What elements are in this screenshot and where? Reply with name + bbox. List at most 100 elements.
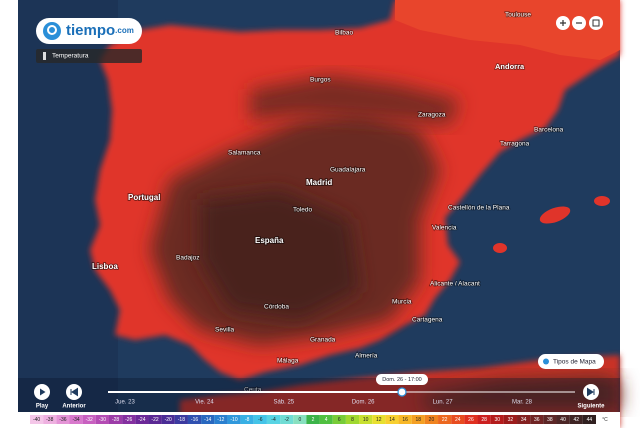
place-label: Salamanca bbox=[228, 150, 261, 157]
map-types-label: Tipos de Mapa bbox=[553, 359, 596, 366]
scale-swatch bbox=[280, 415, 294, 424]
current-time: Dom. 26 - 17:00 bbox=[382, 377, 421, 383]
scale-tick-label: 36 bbox=[534, 417, 540, 423]
day-label: Mar. 28 bbox=[512, 400, 533, 406]
scale-tick-label: 40 bbox=[560, 417, 566, 423]
scale-swatch bbox=[372, 415, 386, 424]
place-label: Alicante / Alacant bbox=[430, 281, 480, 288]
scale-tick-label: -24 bbox=[138, 417, 145, 423]
scale-swatch bbox=[477, 415, 491, 424]
zoom-in-icon bbox=[560, 20, 566, 26]
place-label: Andorra bbox=[495, 62, 525, 71]
timeline-days: Jue. 23 Vie. 24 Sáb. 25 Dom. 26 Lun. 27 Mar. … bbox=[115, 400, 533, 406]
scale-tick-label: -6 bbox=[258, 417, 263, 423]
previous-icon bbox=[70, 387, 78, 397]
scale-swatch bbox=[240, 415, 254, 424]
place-label: Toledo bbox=[293, 207, 313, 214]
place-label: Lisboa bbox=[92, 262, 118, 271]
scale-swatch bbox=[293, 415, 307, 424]
place-label: Badajoz bbox=[176, 255, 200, 262]
scale-swatch bbox=[582, 415, 596, 424]
logo-icon bbox=[43, 22, 61, 40]
logo-suffix: .com bbox=[115, 26, 134, 35]
scale-tick-label: -12 bbox=[217, 417, 224, 423]
scale-tick-label: 16 bbox=[402, 417, 408, 423]
scale-swatch bbox=[214, 415, 228, 424]
scale-swatch bbox=[385, 415, 399, 424]
scale-swatch bbox=[411, 415, 425, 424]
scale-swatch bbox=[556, 415, 570, 424]
place-label: Córdoba bbox=[264, 304, 289, 311]
next-label: Siguiente bbox=[577, 404, 605, 410]
logo-text: tiempo.com bbox=[66, 22, 134, 39]
logo[interactable]: tiempo.com bbox=[36, 18, 142, 44]
scale-swatch bbox=[398, 415, 412, 424]
france-land bbox=[395, 0, 620, 60]
scale-tick-label: -34 bbox=[72, 417, 79, 423]
scale-tick-label: -14 bbox=[204, 417, 211, 423]
scale-tick-label: 10 bbox=[363, 417, 369, 423]
fullscreen-button[interactable] bbox=[589, 16, 603, 30]
color-scale: -40 -38 -36 -34 -32 -30 -28 -26 -24 -22 -20 -18 -16-… bbox=[30, 415, 608, 424]
thermometer-icon bbox=[43, 52, 46, 60]
scale-tick-label: 38 bbox=[547, 417, 553, 423]
scale-swatch bbox=[424, 415, 439, 424]
place-label: Valencia bbox=[432, 225, 457, 232]
scale-swatch bbox=[161, 415, 175, 424]
country-label: España bbox=[255, 236, 284, 245]
scale-tick-label: -4 bbox=[271, 417, 276, 423]
scale-tick-label: -16 bbox=[191, 417, 198, 423]
fullscreen-icon bbox=[592, 19, 600, 27]
scale-swatch bbox=[464, 415, 478, 424]
hot-interior bbox=[250, 75, 460, 125]
place-label: Guadalajara bbox=[330, 167, 366, 174]
timeline-panel bbox=[18, 378, 620, 412]
scale-swatch bbox=[122, 415, 136, 424]
timeline-handle[interactable] bbox=[397, 387, 407, 397]
previous-label: Anterior bbox=[62, 404, 86, 410]
place-label: Toulouse bbox=[505, 12, 531, 19]
layer-box[interactable] bbox=[36, 49, 142, 63]
day-label: Sáb. 25 bbox=[273, 400, 294, 406]
layer-label: Temperatura bbox=[52, 53, 89, 60]
day-label: Jue. 23 bbox=[115, 400, 135, 406]
time-tooltip bbox=[376, 374, 428, 385]
scale-tick-label: 20 bbox=[429, 417, 435, 423]
scale-swatch bbox=[56, 415, 70, 424]
place-label: Bilbao bbox=[335, 30, 353, 37]
island bbox=[594, 196, 610, 206]
scale-swatch bbox=[69, 415, 83, 424]
scale-tick-label: 6 bbox=[338, 417, 341, 423]
scale-tick-label: -18 bbox=[178, 417, 185, 423]
island bbox=[493, 243, 507, 253]
play-label: Play bbox=[36, 404, 49, 410]
map-types-button[interactable] bbox=[538, 354, 604, 369]
scale-tick-label: -40 bbox=[33, 417, 40, 423]
scale-swatch bbox=[530, 415, 544, 424]
scale-tick-label: 30 bbox=[494, 417, 500, 423]
place-label: Zaragoza bbox=[418, 112, 446, 119]
scale-tick-label: 22 bbox=[442, 417, 448, 423]
scale-swatch bbox=[227, 415, 241, 424]
scale-swatch bbox=[569, 415, 583, 424]
scale-tick-label: -26 bbox=[125, 417, 132, 423]
scale-tick-label: -30 bbox=[99, 417, 106, 423]
logo-badge[interactable] bbox=[36, 18, 142, 44]
day-label: Dom. 26 bbox=[352, 400, 375, 406]
scale-swatch bbox=[187, 415, 202, 424]
place-label: Murcia bbox=[392, 299, 412, 306]
scale-tick-label: 14 bbox=[389, 417, 395, 423]
scale-tick-label: 28 bbox=[481, 417, 487, 423]
place-label: Burgos bbox=[310, 77, 331, 84]
scale-tick-label: -22 bbox=[151, 417, 158, 423]
place-labels: Toulouse Bilbao Burgos Andorra Zaragoza … bbox=[91, 11, 564, 395]
map-types-icon bbox=[543, 358, 549, 365]
scale-swatch bbox=[30, 415, 44, 424]
scale-tick-label: 44 bbox=[587, 417, 593, 423]
scale-tick-label: 26 bbox=[468, 417, 474, 423]
scale-tick-label: -20 bbox=[165, 417, 172, 423]
place-label: Madrid bbox=[306, 178, 332, 187]
scale-swatch bbox=[95, 415, 109, 424]
scale-swatch bbox=[108, 415, 123, 424]
